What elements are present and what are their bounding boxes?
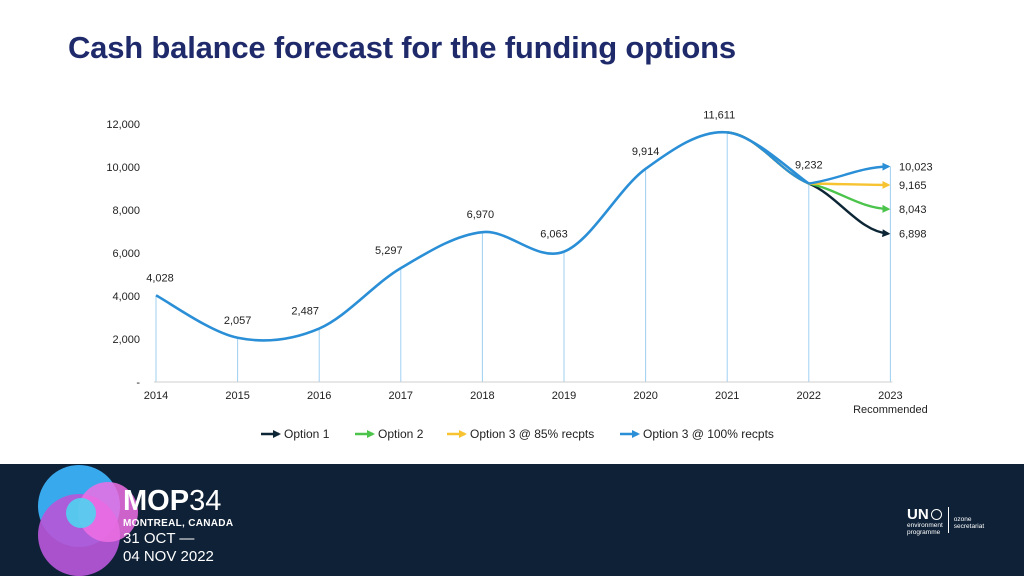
data-label: 10,023 (899, 162, 933, 174)
data-label: 6,063 (540, 229, 568, 241)
brand-number: 34 (189, 485, 222, 517)
unep-line2: programme (907, 529, 941, 536)
data-label: 9,914 (632, 146, 660, 158)
unep-line1: environment (907, 522, 943, 529)
cash-balance-chart: - 2,000 4,000 6,000 8,000 10,000 12,000 2014 20… (106, 109, 933, 441)
x-tick-label: 2023 (878, 390, 902, 402)
un-letters: UN (907, 506, 929, 523)
event-location: MONTREAL, CANADA (123, 518, 234, 529)
data-label: 2,057 (224, 315, 252, 327)
event-date-line2: 04 NOV 2022 (123, 548, 214, 565)
legend-label: Option 2 (378, 427, 424, 441)
x-tick-label: 2022 (797, 390, 821, 402)
ozone-line1: ozone (953, 516, 972, 523)
x-tick-label: 2020 (633, 390, 657, 402)
x-tick-label: 2017 (389, 390, 413, 402)
y-tick-label: 2,000 (112, 334, 140, 346)
data-label: 9,165 (899, 180, 927, 192)
data-label: 6,970 (467, 209, 495, 221)
y-tick-label: 4,000 (112, 291, 140, 303)
x-tick-label: 2021 (715, 390, 739, 402)
data-label: 2,487 (291, 306, 319, 318)
mop34-brand: MOP34 MONTREAL, CANADA 31 OCT — 04 NOV 2… (123, 486, 233, 565)
brand-bold-text: MOP (123, 485, 190, 517)
data-label: 6,898 (899, 229, 927, 241)
un-emblem-icon (930, 509, 942, 520)
data-label: 11,611 (703, 109, 735, 121)
x-tick-label: 2016 (307, 390, 331, 402)
footer-banner: MOP34 MONTREAL, CANADA 31 OCT — 04 NOV 2… (0, 464, 1024, 576)
data-label: 9,232 (795, 160, 823, 172)
legend-label: Option 3 @ 85% recpts (470, 427, 594, 441)
y-tick-label: 12,000 (106, 119, 140, 131)
x-tick-label: 2019 (552, 390, 576, 402)
series-line (808, 180, 891, 189)
x-tick-label: 2018 (470, 390, 494, 402)
series-line (808, 182, 891, 213)
data-label: 5,297 (375, 245, 403, 257)
logo-divider (947, 507, 949, 533)
y-tick-label: - (136, 377, 140, 389)
series-line (808, 182, 891, 238)
y-tick-label: 6,000 (112, 248, 140, 260)
unep-ozone-logo: UN environment programme ozone secretari… (907, 507, 984, 536)
data-label: 8,043 (899, 204, 927, 216)
data-label: 4,028 (146, 272, 174, 284)
event-date-line1: 31 OCT — (123, 530, 195, 547)
series-line (808, 162, 891, 185)
y-tick-label: 8,000 (112, 205, 140, 217)
legend-label: Option 3 @ 100% recpts (643, 427, 774, 441)
x-tick-label: 2014 (144, 390, 168, 402)
series-line (155, 130, 810, 342)
logo-circle-cyan (66, 498, 96, 528)
x-tick-label: 2015 (225, 390, 249, 402)
legend-label: Option 1 (284, 427, 330, 441)
slide-title: Cash balance forecast for the funding op… (68, 30, 736, 65)
x-tick-sublabel: Recommended (853, 404, 928, 416)
ozone-line2: secretariat (953, 523, 985, 530)
y-tick-label: 10,000 (106, 162, 140, 174)
